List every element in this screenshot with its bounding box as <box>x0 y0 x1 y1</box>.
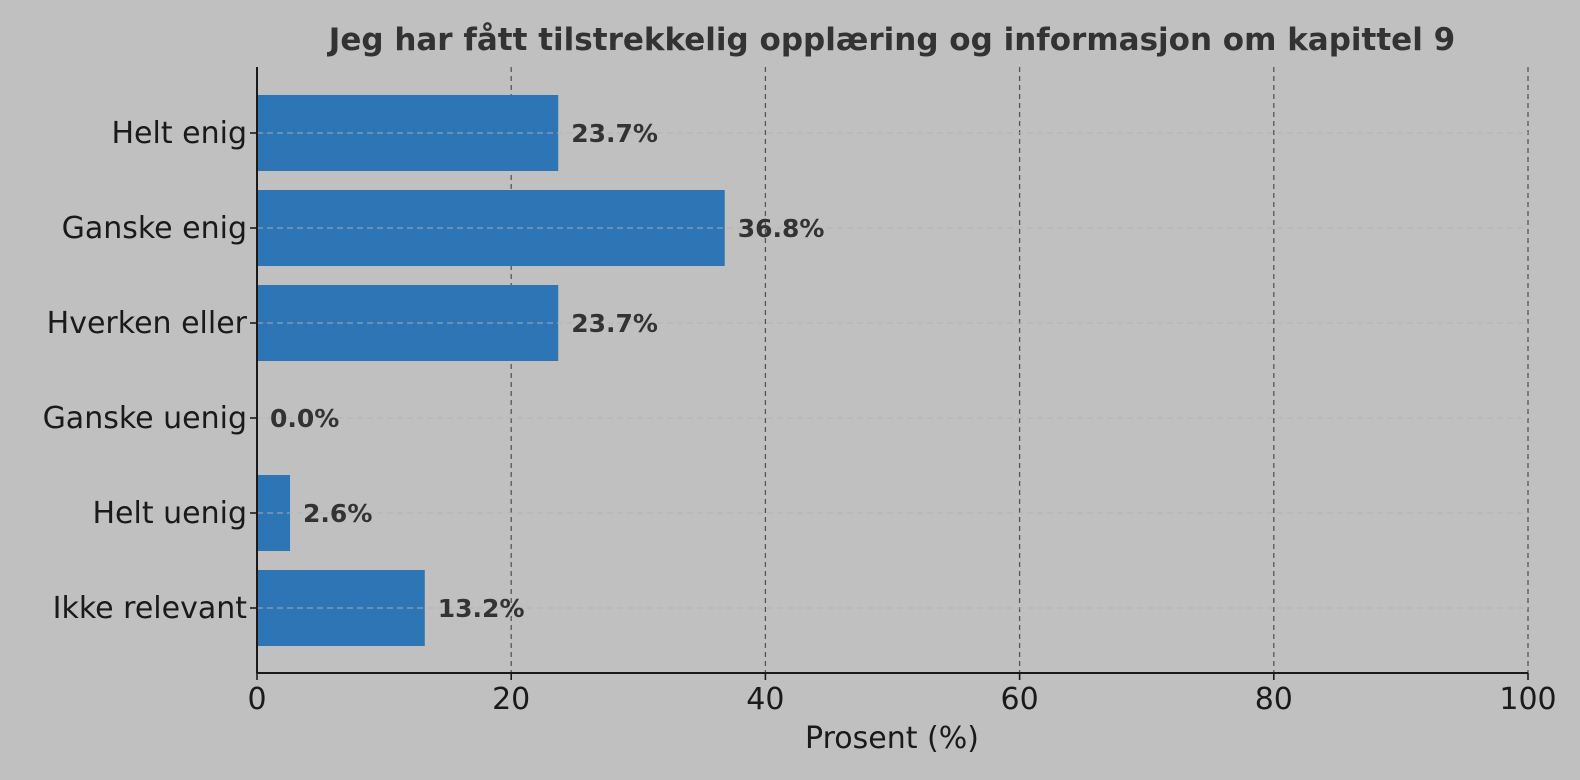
category-label-1: Ganske enig <box>62 211 247 246</box>
x-axis-title: Prosent (%) <box>805 721 979 756</box>
category-label-4: Helt uenig <box>92 496 247 531</box>
category-label-2: Hverken eller <box>47 306 248 341</box>
chart-title: Jeg har fått tilstrekkelig opplæring og … <box>327 22 1455 58</box>
bars <box>257 95 725 646</box>
x-tick-label-3: 60 <box>1001 682 1039 717</box>
x-axis: 0 20 40 60 80 100 <box>247 672 1557 717</box>
value-label-5: 13.2% <box>438 594 525 623</box>
x-tick-label-5: 100 <box>1499 682 1556 717</box>
horizontal-gridlines <box>257 132 1528 609</box>
category-label-0: Helt enig <box>112 116 248 151</box>
x-tick-label-2: 40 <box>746 682 784 717</box>
x-tick-label-0: 0 <box>247 682 266 717</box>
x-tick-label-1: 20 <box>492 682 530 717</box>
value-label-4: 2.6% <box>303 499 372 528</box>
category-label-5: Ikke relevant <box>53 591 248 626</box>
y-axis: Helt enig Ganske enig Hverken eller Ganske … <box>43 67 258 673</box>
gridlines <box>510 67 1529 673</box>
value-label-0: 23.7% <box>571 119 658 148</box>
value-label-2: 23.7% <box>571 309 658 338</box>
category-label-3: Ganske uenig <box>43 401 247 436</box>
value-labels: 23.7% 36.8% 23.7% 0.0% 2.6% 13.2% <box>270 119 824 623</box>
value-label-3: 0.0% <box>270 404 339 433</box>
value-label-1: 36.8% <box>738 214 825 243</box>
x-tick-label-4: 80 <box>1255 682 1293 717</box>
